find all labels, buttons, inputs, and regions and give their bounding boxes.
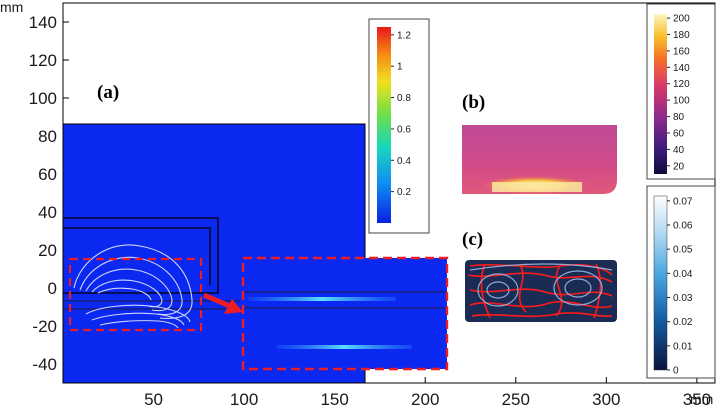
y-tick-label: 40	[38, 203, 57, 222]
colorbar-tick-label: 20	[673, 161, 685, 172]
colorbar-a-ticks: 1.2 1 0.8 0.6 0.4 0.2	[391, 30, 411, 198]
zoom-source-box	[68, 257, 203, 332]
y-tick-label: 0	[48, 279, 57, 298]
x-tick-label: 250	[502, 390, 530, 409]
colorbar-tick-label: 0.4	[397, 156, 411, 167]
colorbar-tick-label: 180	[673, 30, 690, 41]
colorbar-tick-label: 100	[673, 96, 690, 107]
x-unit-label: mm	[690, 391, 713, 407]
colorbar-tick-label: 0	[673, 366, 679, 377]
y-tick-label: -40	[32, 355, 57, 374]
x-tick-label: 300	[592, 390, 620, 409]
x-tick-label: 50	[144, 390, 163, 409]
zoom-inset	[241, 256, 449, 371]
tank-wall-outline	[63, 217, 219, 294]
y-tick-label: 60	[38, 165, 57, 184]
y-unit-label: mm	[0, 0, 23, 15]
colorbar-tick-label: 0.04	[673, 269, 693, 280]
colorbar-tick-label: 160	[673, 46, 690, 57]
colorbar-c: 0.07 0.06 0.05 0.04 0.03 0.02 0.01 0	[646, 185, 716, 379]
y-axis-ticks: 140 120 100 80 60 40 20 0 -20 -40	[29, 13, 69, 374]
jet-streak-lower	[276, 345, 412, 349]
colorbar-c-gradient	[653, 195, 668, 371]
streamlines	[73, 244, 193, 329]
colorbar-tick-label: 60	[673, 128, 685, 139]
y-tick-label: 100	[29, 89, 57, 108]
jet-streak-upper	[248, 297, 396, 301]
temperature-domain	[462, 125, 617, 194]
colorbar-tick-label: 140	[673, 63, 690, 74]
colorbar-tick-label: 200	[673, 14, 690, 25]
colorbar-tick-label: 1.2	[397, 30, 411, 41]
colorbar-tick-label: 0.07	[673, 196, 693, 207]
streamline-panel	[465, 260, 617, 322]
feed-pipe-outline	[63, 300, 240, 310]
colorbar-tick-label: 0.05	[673, 245, 693, 256]
zoom-inset-field	[243, 258, 447, 369]
colorbar-tick-label: 80	[673, 112, 685, 123]
x-tick-label: 100	[230, 390, 258, 409]
colorbar-tick-label: 1	[397, 62, 403, 73]
y-tick-label: -20	[32, 317, 57, 336]
x-tick-label: 150	[320, 390, 348, 409]
x-axis-ticks: 50 100 150 200 250 300 350	[144, 377, 711, 409]
y-tick-label: 20	[38, 241, 57, 260]
colorbar-tick-label: 0.6	[397, 124, 411, 135]
colorbar-b: 200 180 160 140 120 100 80 60 40 20	[646, 3, 716, 180]
x-tick-label: 200	[411, 390, 439, 409]
colorbar-b-gradient	[654, 14, 667, 174]
colorbar-a-gradient	[377, 27, 391, 223]
y-tick-label: 140	[29, 13, 57, 32]
colorbar-tick-label: 0.01	[673, 341, 693, 352]
panel-label-b: (b)	[462, 92, 485, 113]
colorbar-tick-label: 0.8	[397, 93, 411, 104]
y-tick-label: 80	[38, 127, 57, 146]
y-tick-label: 120	[29, 51, 57, 70]
colorbar-c-ticks: 0.07 0.06 0.05 0.04 0.03 0.02 0.01 0	[667, 196, 693, 377]
temperature-field-panel	[462, 125, 617, 194]
colorbar-tick-label: 0.02	[673, 317, 693, 328]
colorbar-b-ticks: 200 180 160 140 120 100 80 60 40 20	[667, 14, 690, 172]
x-tick-label: 350	[683, 390, 711, 409]
colorbar-tick-label: 0.06	[673, 221, 693, 232]
zoom-arrow-head	[224, 299, 243, 314]
panel-label-c: (c)	[462, 229, 483, 250]
colorbar-a: 1.2 1 0.8 0.6 0.4 0.2	[368, 18, 430, 234]
colorbar-tick-label: 120	[673, 79, 690, 90]
colorbar-tick-label: 0.2	[397, 187, 411, 198]
panel-label-a: (a)	[97, 82, 119, 103]
colorbar-tick-label: 40	[673, 145, 685, 156]
zoom-inset-frame	[241, 256, 449, 371]
colorbar-tick-label: 0.03	[673, 293, 693, 304]
zoom-arrow	[203, 292, 233, 310]
